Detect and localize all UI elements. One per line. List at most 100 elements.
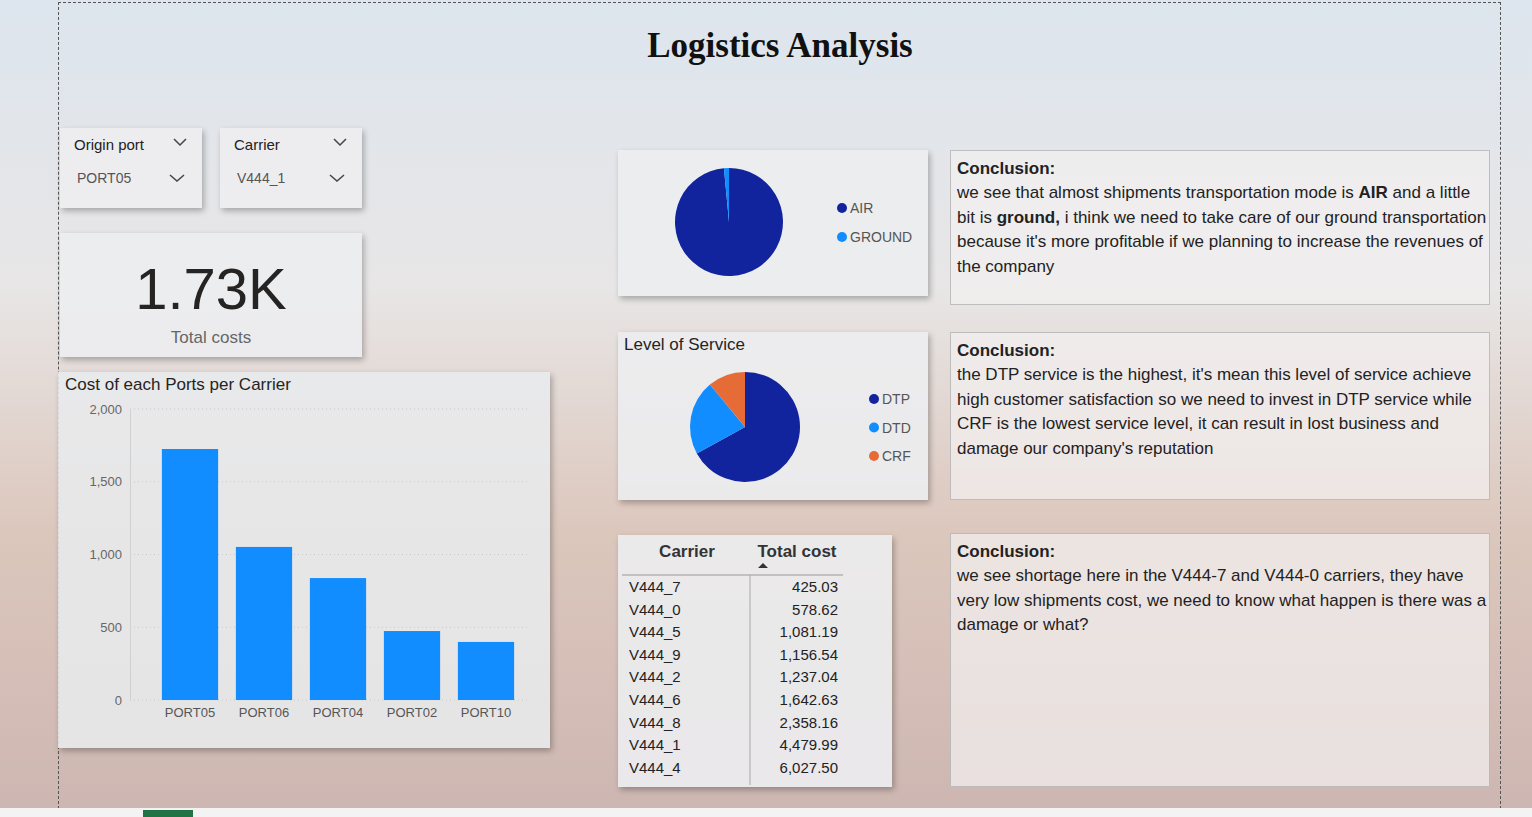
table-cell: 425.03 bbox=[792, 578, 838, 595]
table-cell: V444_8 bbox=[629, 714, 681, 731]
legend-marker bbox=[869, 451, 879, 461]
bars bbox=[162, 449, 514, 700]
legend-marker bbox=[869, 423, 879, 433]
kpi-card: 1.73K Total costs bbox=[60, 233, 362, 357]
table-cell: 2,358.16 bbox=[780, 714, 838, 731]
legend-label: DTP bbox=[882, 391, 910, 407]
conclusion-text: Conclusion:the DTP service is the highes… bbox=[957, 339, 1487, 461]
bar bbox=[458, 642, 514, 700]
legend-label: DTD bbox=[882, 420, 911, 436]
y-tick-label: 2,000 bbox=[89, 402, 122, 417]
slices bbox=[675, 168, 783, 276]
bar-chart: Cost of each Ports per Carrier05001,0001… bbox=[58, 372, 550, 748]
legend-marker bbox=[869, 394, 879, 404]
legend-marker bbox=[837, 232, 847, 242]
y-tick: 500 bbox=[100, 620, 130, 635]
table-cell: V444_5 bbox=[629, 623, 681, 640]
active-tab bbox=[143, 810, 193, 817]
conclusion-heading: Conclusion: bbox=[957, 157, 1487, 181]
x-tick-label: PORT05 bbox=[165, 705, 215, 720]
kpi-value: 1.73K bbox=[60, 255, 362, 322]
y-tick-label: 1,000 bbox=[89, 547, 122, 562]
table-cell: 6,027.50 bbox=[780, 759, 838, 776]
conclusion-box: Conclusion:we see shortage here in the V… bbox=[950, 533, 1490, 787]
bar bbox=[384, 631, 440, 700]
x-tick-label: PORT06 bbox=[239, 705, 289, 720]
table-cell: V444_2 bbox=[629, 668, 681, 685]
y-tick-label: 500 bbox=[100, 620, 122, 635]
axis-line bbox=[154, 700, 524, 701]
conclusion-text: Conclusion: we see that almost shipments … bbox=[957, 157, 1487, 279]
bar bbox=[162, 449, 218, 700]
slicer-value[interactable]: V444_1 bbox=[237, 170, 285, 186]
y-axis: 0 500 1,000 1,500 2,000 bbox=[89, 402, 130, 708]
y-tick-label: 0 bbox=[115, 693, 122, 708]
chevron[interactable] bbox=[174, 139, 186, 145]
table-cell: 1,156.54 bbox=[780, 646, 838, 663]
x-tick: PORT06 bbox=[239, 700, 289, 720]
table-cell: 1,642.63 bbox=[780, 691, 838, 708]
table-cell: 1,081.19 bbox=[780, 623, 838, 640]
bar-chart-card: Cost of each Ports per Carrier05001,0001… bbox=[58, 372, 550, 748]
legend-label: AIR bbox=[850, 200, 873, 216]
table-header: Carrier bbox=[659, 542, 715, 561]
slicer-value[interactable]: PORT05 bbox=[77, 170, 131, 186]
table-cell: 578.62 bbox=[792, 601, 838, 618]
slicer[interactable]: Origin port PORT05 bbox=[60, 128, 202, 208]
slicer[interactable]: Carrier V444_1 bbox=[220, 128, 362, 208]
y-tick: 2,000 bbox=[89, 402, 130, 417]
legend: DTP DTD CRF bbox=[869, 391, 911, 464]
table: Carrier Total cost V444_7 425.03 V444_0 578.6… bbox=[618, 535, 892, 787]
legend-label: GROUND bbox=[850, 229, 912, 245]
bar bbox=[310, 578, 366, 700]
conclusion-text: Conclusion:we see shortage here in the V… bbox=[957, 540, 1487, 638]
conclusion-heading: Conclusion: bbox=[957, 540, 1487, 564]
table-header: Total cost bbox=[757, 542, 836, 561]
legend-label: CRF bbox=[882, 448, 911, 464]
slicer-icons bbox=[60, 128, 202, 208]
text-run: AIR bbox=[1359, 183, 1388, 202]
slices bbox=[690, 372, 800, 482]
chevron[interactable] bbox=[330, 175, 344, 181]
sort-arrow[interactable] bbox=[758, 563, 768, 568]
pie-chart-card: Level of Service DTP DTD CRF bbox=[618, 332, 928, 500]
pie-chart-card: AIR GROUND bbox=[618, 150, 928, 296]
header-rule bbox=[622, 575, 843, 576]
conclusion-heading: Conclusion: bbox=[957, 339, 1487, 363]
text-run: we see shortage here in the V444-7 and V… bbox=[957, 566, 1486, 634]
table-cell: 4,479.99 bbox=[780, 736, 838, 753]
slice bbox=[710, 372, 745, 427]
table-cell: V444_1 bbox=[629, 736, 681, 753]
kpi-label: Total costs bbox=[60, 328, 362, 348]
page-tabs bbox=[0, 808, 1532, 817]
slicer-label: Origin port bbox=[74, 136, 144, 153]
conclusion-body: the DTP service is the highest, it's mea… bbox=[957, 363, 1487, 461]
x-tick-label: PORT02 bbox=[387, 705, 437, 720]
x-tick: PORT10 bbox=[461, 700, 511, 720]
column-divider bbox=[750, 575, 751, 785]
grid bbox=[130, 409, 528, 700]
table-cell: V444_0 bbox=[629, 601, 681, 618]
chevron[interactable] bbox=[334, 139, 346, 145]
table-cell: V444_4 bbox=[629, 759, 681, 776]
text-run: we see that almost shipments transportat… bbox=[957, 183, 1359, 202]
x-axis: PORT05 PORT06 PORT04 PORT02 PORT10 bbox=[154, 700, 524, 720]
conclusion-box: Conclusion:the DTP service is the highes… bbox=[950, 332, 1490, 500]
y-tick: 1,000 bbox=[89, 547, 130, 562]
x-tick: PORT04 bbox=[313, 700, 363, 720]
x-tick: PORT02 bbox=[387, 700, 437, 720]
grid-line bbox=[130, 409, 528, 410]
y-tick: 0 bbox=[115, 693, 130, 708]
legend: AIR GROUND bbox=[837, 200, 912, 245]
slicer-label: Carrier bbox=[234, 136, 280, 153]
y-tick: 1,500 bbox=[89, 474, 130, 489]
conclusion-box: Conclusion: we see that almost shipments … bbox=[950, 150, 1490, 305]
table-cell: V444_7 bbox=[629, 578, 681, 595]
conclusion-body: we see that almost shipments transportat… bbox=[957, 181, 1487, 279]
axis-line bbox=[130, 410, 131, 701]
table-cell: V444_6 bbox=[629, 691, 681, 708]
chevron[interactable] bbox=[170, 175, 184, 181]
chart-title: Level of Service bbox=[624, 335, 745, 354]
table-card: Carrier Total cost V444_7 425.03 V444_0 578.6… bbox=[618, 535, 892, 787]
conclusion-body: we see shortage here in the V444-7 and V… bbox=[957, 564, 1487, 637]
